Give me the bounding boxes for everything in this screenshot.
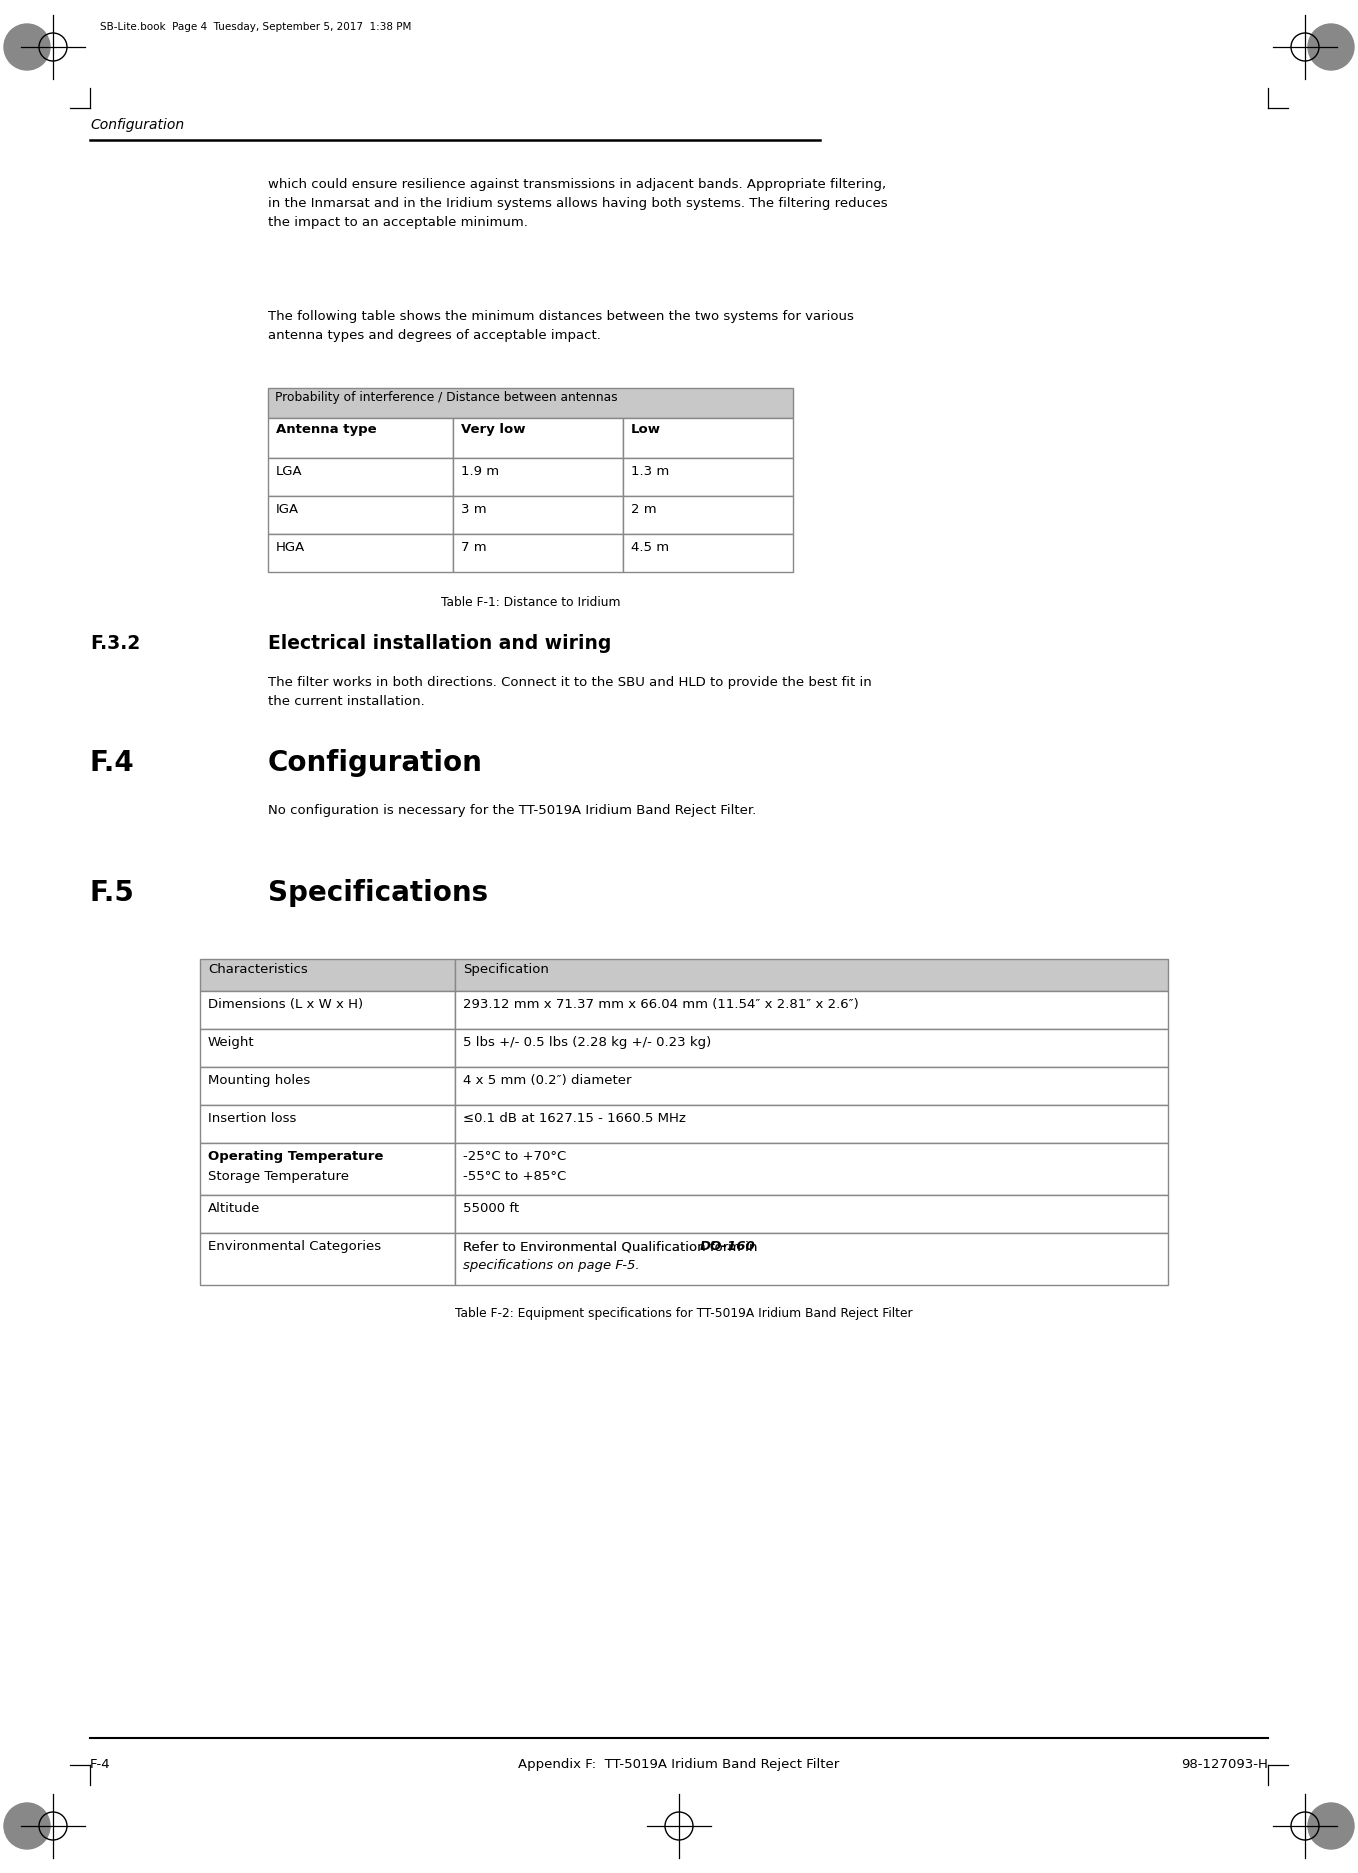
Text: DO-160: DO-160	[699, 1240, 755, 1253]
Text: Mounting holes: Mounting holes	[208, 1073, 310, 1086]
Text: F.5: F.5	[90, 878, 134, 907]
Text: Storage Temperature: Storage Temperature	[208, 1171, 349, 1184]
Text: 2 m: 2 m	[631, 504, 657, 515]
Text: 7 m: 7 m	[460, 541, 486, 554]
Bar	[454, 496, 623, 534]
Text: The following table shows the minimum distances between the two systems for vari: The following table shows the minimum di…	[268, 311, 854, 343]
Text: Electrical installation and wiring: Electrical installation and wiring	[268, 633, 611, 654]
Bar	[268, 459, 454, 496]
Bar	[455, 991, 1168, 1028]
Bar	[268, 496, 454, 534]
Bar	[268, 388, 793, 418]
Text: Table F-1: Distance to Iridium: Table F-1: Distance to Iridium	[441, 596, 621, 609]
Text: Characteristics: Characteristics	[208, 963, 308, 976]
Text: 293.12 mm x 71.37 mm x 66.04 mm (11.54″ x 2.81″ x 2.6″): 293.12 mm x 71.37 mm x 66.04 mm (11.54″ …	[463, 998, 858, 1011]
Text: specifications on page F-5.: specifications on page F-5.	[463, 1259, 640, 1272]
Text: Weight: Weight	[208, 1036, 255, 1049]
Text: ≤0.1 dB at 1627.15 - 1660.5 MHz: ≤0.1 dB at 1627.15 - 1660.5 MHz	[463, 1113, 686, 1126]
Text: 1.3 m: 1.3 m	[631, 465, 669, 478]
Bar	[200, 1232, 455, 1285]
Bar	[200, 1105, 455, 1143]
Bar	[455, 1195, 1168, 1232]
Text: Insertion loss: Insertion loss	[208, 1113, 296, 1126]
Text: Operating Temperature: Operating Temperature	[208, 1150, 383, 1163]
Text: Refer to Environmental Qualification form in: Refer to Environmental Qualification for…	[463, 1240, 758, 1253]
Text: Environmental Categories: Environmental Categories	[208, 1240, 382, 1253]
Text: F.3.2: F.3.2	[90, 633, 140, 654]
Bar	[200, 1195, 455, 1232]
Text: 5 lbs +/- 0.5 lbs (2.28 kg +/- 0.23 kg): 5 lbs +/- 0.5 lbs (2.28 kg +/- 0.23 kg)	[463, 1036, 712, 1049]
Circle shape	[4, 24, 50, 69]
Bar	[200, 991, 455, 1028]
Bar	[268, 418, 454, 459]
Bar	[454, 418, 623, 459]
Circle shape	[4, 1804, 50, 1849]
Bar	[623, 496, 793, 534]
Text: Probability of interference / Distance between antennas: Probability of interference / Distance b…	[276, 391, 618, 405]
Circle shape	[1308, 1804, 1354, 1849]
Text: SB-Lite.book  Page 4  Tuesday, September 5, 2017  1:38 PM: SB-Lite.book Page 4 Tuesday, September 5…	[100, 22, 411, 32]
Text: Altitude: Altitude	[208, 1202, 261, 1216]
Bar	[455, 959, 1168, 991]
Text: Table F-2: Equipment specifications for TT-5019A Iridium Band Reject Filter: Table F-2: Equipment specifications for …	[455, 1307, 913, 1320]
Bar	[623, 459, 793, 496]
Text: -25°C to +70°C: -25°C to +70°C	[463, 1150, 566, 1163]
Text: F-4: F-4	[90, 1759, 110, 1772]
Text: Appendix F:  TT-5019A Iridium Band Reject Filter: Appendix F: TT-5019A Iridium Band Reject…	[519, 1759, 839, 1772]
Text: 4.5 m: 4.5 m	[631, 541, 669, 554]
Text: 4 x 5 mm (0.2″) diameter: 4 x 5 mm (0.2″) diameter	[463, 1073, 631, 1086]
Bar	[455, 1232, 1168, 1285]
Bar	[454, 534, 623, 571]
Bar	[623, 534, 793, 571]
Bar	[268, 534, 454, 571]
Bar	[455, 1105, 1168, 1143]
Text: Configuration: Configuration	[268, 749, 483, 777]
Text: Very low: Very low	[460, 423, 526, 436]
Text: -55°C to +85°C: -55°C to +85°C	[463, 1171, 566, 1184]
Text: Refer to Environmental Qualification form in: Refer to Environmental Qualification for…	[463, 1240, 758, 1253]
Bar	[623, 418, 793, 459]
Bar	[455, 1068, 1168, 1105]
Text: Refer to Environmental Qualification form inDO-160: Refer to Environmental Qualification for…	[463, 1240, 808, 1253]
Circle shape	[1308, 24, 1354, 69]
Text: HGA: HGA	[276, 541, 306, 554]
Text: Specification: Specification	[463, 963, 549, 976]
Text: Low: Low	[631, 423, 661, 436]
Text: Configuration: Configuration	[90, 118, 185, 131]
Bar	[455, 1028, 1168, 1068]
Bar	[455, 1143, 1168, 1195]
Bar	[200, 1068, 455, 1105]
Text: F.4: F.4	[90, 749, 134, 777]
Text: Dimensions (L x W x H): Dimensions (L x W x H)	[208, 998, 363, 1011]
Text: 55000 ft: 55000 ft	[463, 1202, 519, 1216]
Text: LGA: LGA	[276, 465, 303, 478]
Bar	[200, 1028, 455, 1068]
Text: 3 m: 3 m	[460, 504, 486, 515]
Bar	[454, 459, 623, 496]
Text: IGA: IGA	[276, 504, 299, 515]
Bar	[200, 1143, 455, 1195]
Text: Specifications: Specifications	[268, 878, 488, 907]
Bar	[200, 959, 455, 991]
Text: 98-127093-H: 98-127093-H	[1181, 1759, 1268, 1772]
Text: which could ensure resilience against transmissions in adjacent bands. Appropria: which could ensure resilience against tr…	[268, 178, 888, 229]
Text: The filter works in both directions. Connect it to the SBU and HLD to provide th: The filter works in both directions. Con…	[268, 676, 872, 708]
Text: Antenna type: Antenna type	[276, 423, 376, 436]
Text: No configuration is necessary for the TT-5019A Iridium Band Reject Filter.: No configuration is necessary for the TT…	[268, 804, 756, 817]
Text: 1.9 m: 1.9 m	[460, 465, 500, 478]
